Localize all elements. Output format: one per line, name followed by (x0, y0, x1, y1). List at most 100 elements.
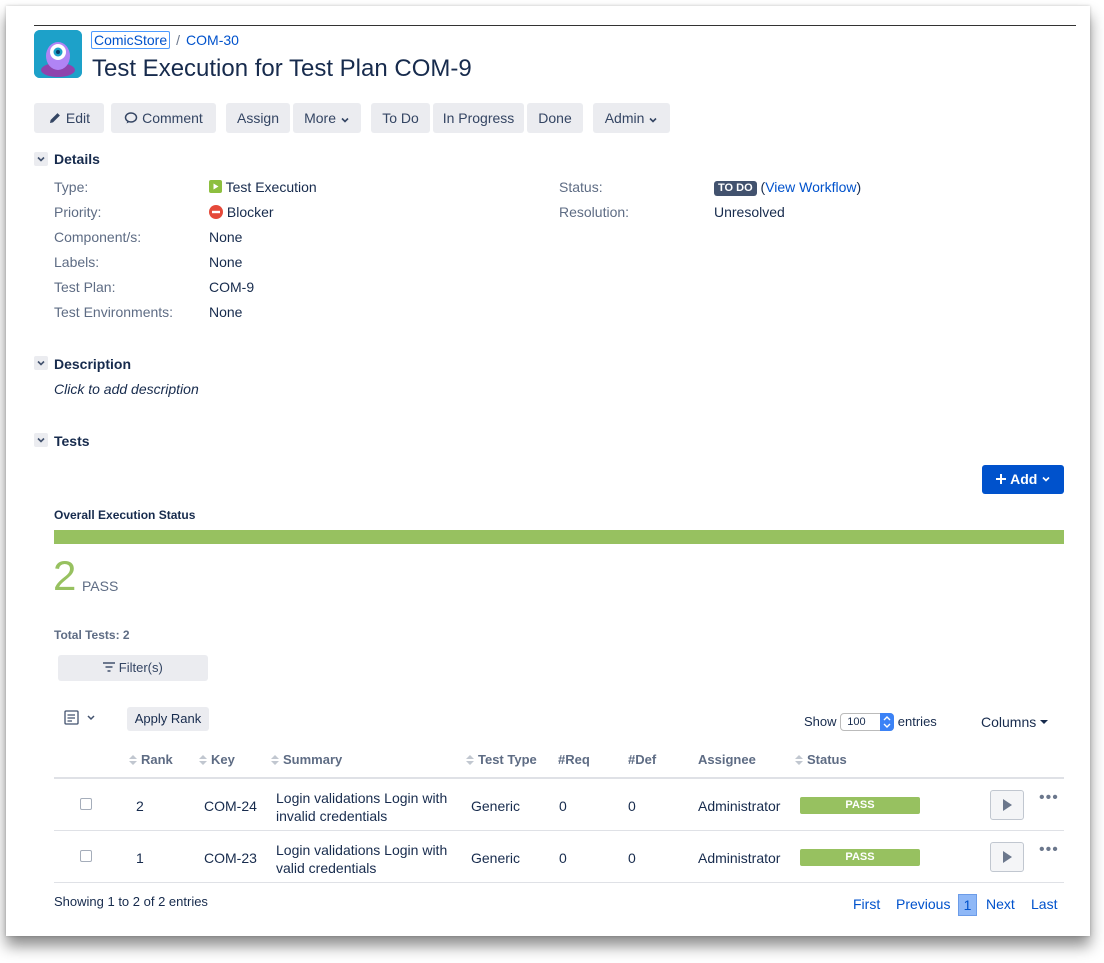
type-label: Type: (54, 179, 89, 195)
project-avatar[interactable] (34, 30, 82, 78)
entries-select[interactable]: 100 (840, 713, 895, 731)
page-title: Test Execution for Test Plan COM-9 (92, 55, 472, 82)
column-header-rank[interactable]: Rank (129, 752, 173, 767)
entries-label: entries (897, 714, 937, 729)
done-transition-button[interactable]: Done (527, 103, 583, 133)
bulk-actions-menu[interactable] (64, 710, 96, 729)
pagination-previous[interactable]: Previous (896, 896, 951, 912)
sort-icon (199, 755, 207, 765)
filter-button[interactable]: Filter(s) (58, 655, 208, 681)
pagination-first[interactable]: First (853, 896, 881, 912)
sort-icon (795, 755, 803, 765)
status-lozenge: TO DO (714, 181, 757, 196)
column-header-test-type[interactable]: Test Type (466, 752, 537, 767)
edit-button[interactable]: Edit (34, 103, 104, 133)
test-type-header-label: Test Type (478, 752, 537, 767)
pagination-next[interactable]: Next (986, 896, 1015, 912)
top-divider (34, 25, 1076, 26)
overall-status-bar (54, 530, 1064, 544)
paren-open: ( (760, 179, 766, 195)
test-execution-icon (209, 180, 222, 193)
breadcrumb-issue-link[interactable]: COM-30 (186, 32, 239, 48)
paren-close: ) (856, 179, 862, 195)
status-header-label: Status (807, 752, 847, 767)
select-arrows-icon (880, 713, 895, 731)
components-value: None (209, 229, 243, 245)
row-more-actions-icon[interactable]: ••• (1039, 789, 1059, 806)
assign-button[interactable]: Assign (226, 103, 290, 133)
column-header-assignee: Assignee (698, 752, 756, 767)
pass-label: PASS (82, 578, 119, 594)
admin-button[interactable]: Admin (593, 103, 670, 133)
row-checkbox[interactable] (80, 850, 92, 862)
view-workflow-link[interactable]: View Workflow (765, 179, 857, 195)
test-environments-label: Test Environments: (54, 304, 174, 320)
blocker-priority-icon (209, 205, 223, 219)
pagination-current-page[interactable]: 1 (958, 894, 977, 916)
comment-button[interactable]: Comment (111, 103, 216, 133)
column-header-status[interactable]: Status (795, 752, 847, 767)
row-summary-link[interactable]: Login validations Login with invalid cred… (276, 789, 447, 825)
chevron-down-icon (341, 117, 349, 123)
row-run-button[interactable] (990, 790, 1024, 820)
showing-entries-info: Showing 1 to 2 of 2 entries (54, 894, 208, 909)
columns-dropdown[interactable]: Columns (981, 714, 1049, 730)
column-header-req: #Req (558, 752, 590, 767)
type-value: Test Execution (209, 179, 317, 195)
resolution-value: Unresolved (714, 204, 785, 220)
issue-view: ComicStore / COM-30 Test Execution for Tes… (6, 6, 1090, 936)
type-value-text: Test Execution (225, 179, 317, 195)
breadcrumb-project-link[interactable]: ComicStore (91, 31, 171, 49)
row-summary-link[interactable]: Login validations Login with valid creden… (276, 841, 447, 877)
row-def: 0 (628, 798, 636, 814)
add-tests-button[interactable]: Add (982, 465, 1064, 494)
more-button[interactable]: More (293, 103, 361, 133)
pagination-last[interactable]: Last (1031, 896, 1058, 912)
list-options-icon (64, 710, 95, 725)
comment-label: Comment (142, 110, 203, 126)
breadcrumb: ComicStore / COM-30 (91, 31, 239, 49)
row-assignee-link[interactable]: Administrator (698, 798, 781, 814)
collapse-tests-toggle[interactable] (34, 433, 48, 447)
column-header-summary[interactable]: Summary (271, 752, 342, 767)
chevron-down-icon (1042, 476, 1050, 482)
more-label: More (304, 110, 336, 126)
sort-icon (466, 755, 474, 765)
todo-transition-button[interactable]: To Do (371, 103, 430, 133)
show-label: Show (804, 714, 837, 729)
row-key-link[interactable]: COM-24 (204, 798, 257, 814)
row-status-badge: PASS (800, 797, 920, 814)
row-checkbox[interactable] (80, 798, 92, 810)
row-key-link[interactable]: COM-23 (204, 850, 257, 866)
key-header-label: Key (211, 752, 235, 767)
collapse-description-toggle[interactable] (34, 356, 48, 370)
breadcrumb-separator: / (176, 32, 181, 48)
play-icon (1003, 851, 1012, 863)
status-label: Status: (559, 179, 603, 195)
row-more-actions-icon[interactable]: ••• (1039, 841, 1059, 858)
row-summary-line-1: Login validations Login with (276, 790, 448, 806)
apply-rank-button[interactable]: Apply Rank (127, 707, 209, 731)
row-run-button[interactable] (990, 842, 1024, 872)
filter-icon (103, 662, 116, 672)
row-rank: 2 (136, 798, 144, 814)
description-placeholder[interactable]: Click to add description (54, 381, 199, 397)
sort-icon (271, 755, 279, 765)
priority-value-text: Blocker (226, 204, 274, 220)
test-plan-link[interactable]: COM-9 (209, 279, 255, 295)
in-progress-transition-button[interactable]: In Progress (433, 103, 524, 133)
row-assignee-link[interactable]: Administrator (698, 850, 781, 866)
row-summary-line-2: invalid credentials (276, 808, 388, 824)
add-label: Add (1010, 471, 1038, 487)
columns-label: Columns (981, 714, 1037, 730)
play-icon (1003, 799, 1012, 811)
rank-header-label: Rank (141, 752, 173, 767)
priority-label: Priority: (54, 204, 102, 220)
caret-down-icon (1040, 720, 1049, 724)
sort-icon (129, 755, 137, 765)
column-header-key[interactable]: Key (199, 752, 235, 767)
labels-value: None (209, 254, 243, 270)
collapse-details-toggle[interactable] (34, 152, 48, 166)
project-logo-icon (34, 30, 82, 78)
tests-heading: Tests (54, 433, 90, 449)
